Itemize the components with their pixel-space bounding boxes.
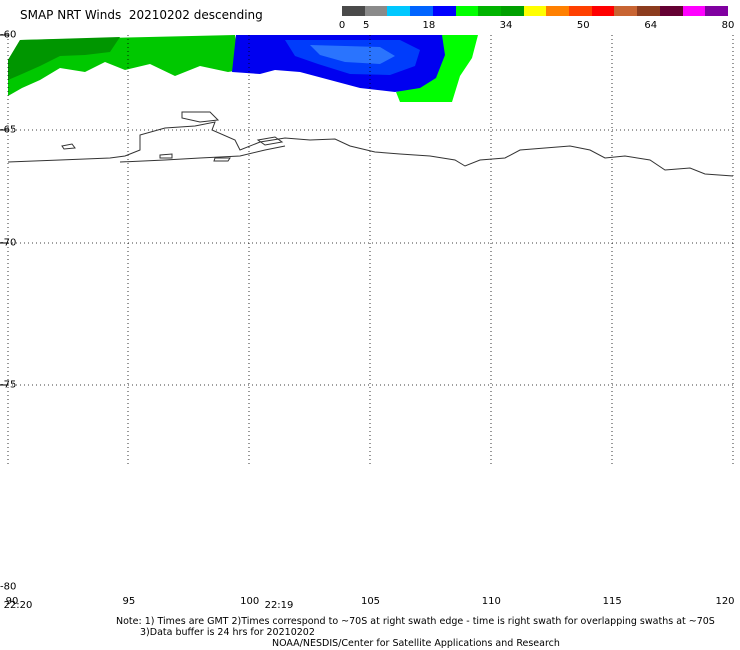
footer-note-line2: 3)Data buffer is 24 hrs for 20210202 (140, 627, 315, 638)
colorbar-segment (410, 6, 433, 16)
latitude-label: -65 (0, 124, 17, 136)
colorbar-label: 18 (422, 20, 436, 31)
colorbar-segment (591, 6, 615, 16)
footer-note-line1: Note: 1) Times are GMT 2)Times correspon… (116, 616, 715, 627)
latitude-label: -75 (0, 379, 17, 391)
colorbar-segment (682, 6, 706, 16)
colorbar-label: 80 (721, 20, 735, 31)
colorbar-segment (659, 6, 683, 16)
longitude-label: 110 (481, 596, 501, 607)
colorbar-label: 5 (362, 20, 370, 31)
colorbar-label: 0 (338, 20, 346, 31)
colorbar-segment (637, 6, 660, 16)
colorbar-segment (455, 6, 479, 16)
latitude-label: -70 (0, 237, 17, 249)
graticule (7, 35, 734, 465)
colorbar-label: 50 (576, 20, 590, 31)
longitude-label: 120 (715, 596, 735, 607)
colorbar-segment (478, 6, 501, 16)
longitude-label: 100 (240, 596, 260, 607)
colorbar-segment (500, 6, 524, 16)
colorbar-segment (569, 6, 592, 16)
latitude-label: -80 (0, 581, 17, 593)
wind-swath-green-right (396, 35, 478, 102)
colorbar-segment (546, 6, 570, 16)
latitude-label: -60 (0, 29, 17, 41)
colorbar-segment (614, 6, 638, 16)
map-title: SMAP NRT Winds 20210202 descending (20, 8, 263, 22)
colorbar-segment (523, 6, 547, 16)
colorbar-segment (432, 6, 456, 16)
wind-swath-green-dark (8, 37, 120, 80)
time-label: 22:19 (264, 600, 294, 611)
colorbar-label: 34 (499, 20, 513, 31)
axis-ticks (0, 34, 8, 386)
longitude-label: 115 (602, 596, 622, 607)
colorbar-segment (705, 6, 728, 16)
wind-speed-colorbar (342, 6, 728, 16)
time-label: 22:20 (3, 600, 33, 611)
colorbar-segment (342, 6, 365, 16)
longitude-label: 90 (5, 596, 19, 607)
wind-swath-cyan (310, 45, 395, 64)
coastline (7, 111, 734, 177)
colorbar-segment (387, 6, 411, 16)
longitude-label: 95 (122, 596, 136, 607)
colorbar-label: 64 (644, 20, 658, 31)
colorbar-segment (364, 6, 388, 16)
footer-credit: NOAA/NESDIS/Center for Satellite Applica… (272, 638, 560, 649)
longitude-label: 105 (360, 596, 381, 607)
